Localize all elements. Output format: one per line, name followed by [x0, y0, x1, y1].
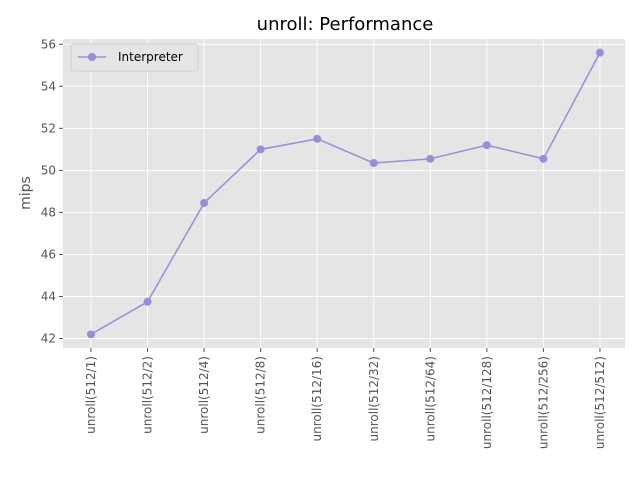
- y-tick-label: 50: [41, 163, 56, 177]
- data-point: [313, 134, 322, 143]
- x-tick-label: unroll(512/2): [141, 356, 155, 434]
- x-tick-label: unroll(512/64): [423, 356, 437, 441]
- grid-lines: [63, 39, 625, 348]
- y-tick-label: 48: [41, 205, 56, 219]
- x-tick-label: unroll(512/128): [480, 356, 494, 449]
- series-line-interpreter: [90, 52, 601, 335]
- y-tick-label: 46: [41, 247, 56, 261]
- x-tick-label: unroll(512/32): [367, 356, 381, 441]
- data-point: [595, 48, 604, 57]
- y-tick-label: 54: [41, 79, 56, 93]
- y-axis-ticks: 42 44 46 48 50 52 54 56: [41, 37, 63, 346]
- legend-label-interpreter: Interpreter: [118, 50, 183, 64]
- legend-marker-interpreter: [88, 53, 96, 61]
- data-point: [200, 198, 209, 207]
- y-axis-label: mips: [18, 176, 34, 210]
- data-point: [87, 330, 95, 339]
- data-point: [256, 145, 265, 154]
- y-tick-label: 52: [41, 121, 56, 135]
- x-tick-label: unroll(512/256): [536, 356, 550, 449]
- legend: Interpreter: [70, 43, 199, 72]
- x-tick-label: unroll(512/16): [310, 356, 324, 441]
- y-tick-label: 42: [41, 332, 56, 346]
- data-point: [369, 159, 378, 168]
- data-point: [539, 154, 548, 163]
- legend-box: [70, 43, 199, 72]
- x-tick-label: unroll(512/8): [254, 356, 268, 434]
- data-point: [426, 154, 435, 163]
- x-tick-label: unroll(512/4): [197, 356, 211, 434]
- x-tick-label: unroll(512/1): [84, 356, 98, 434]
- y-tick-label: 44: [41, 290, 56, 304]
- series-layer: [87, 48, 604, 339]
- x-axis-ticks: unroll(512/1) unroll(512/2) unroll(512/4) u…: [84, 348, 607, 449]
- y-tick-label: 56: [41, 37, 56, 51]
- data-point: [143, 297, 152, 306]
- chart-title: unroll: Performance: [257, 14, 434, 35]
- data-point: [482, 141, 491, 150]
- x-tick-label: unroll(512/512): [593, 356, 607, 449]
